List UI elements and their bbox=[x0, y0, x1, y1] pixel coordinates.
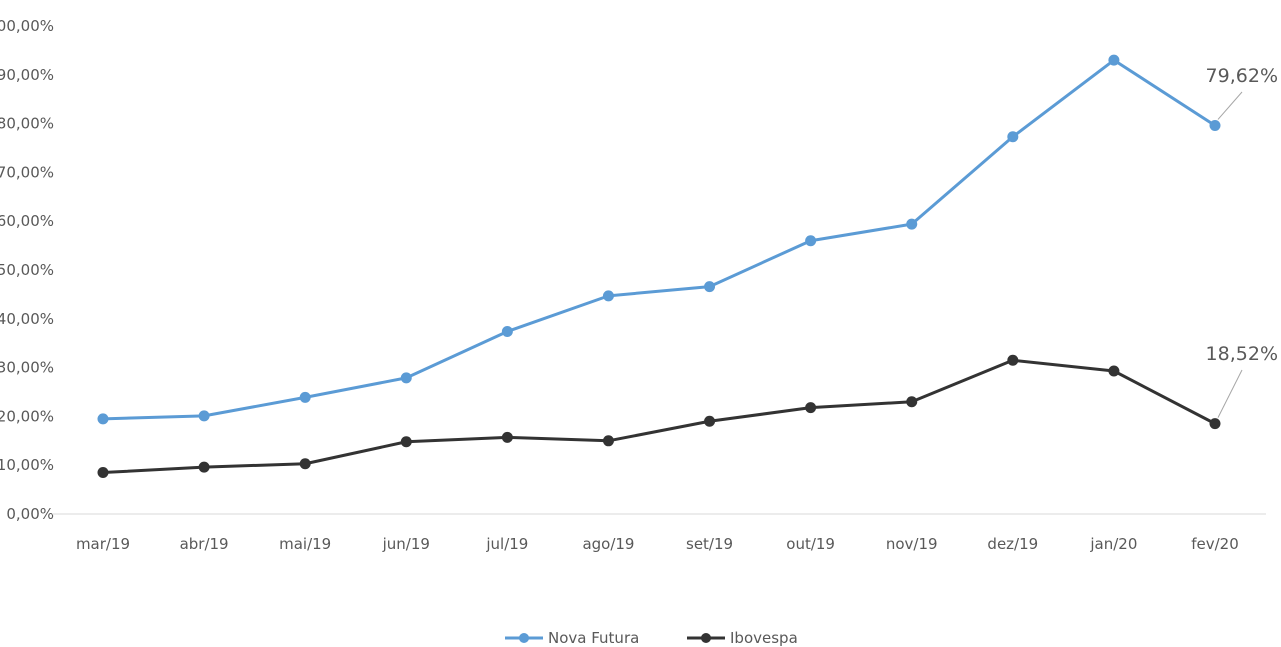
data-label-leader bbox=[1217, 369, 1243, 418]
data-point bbox=[400, 372, 412, 384]
data-point bbox=[1007, 354, 1019, 366]
x-tick-label: fev/20 bbox=[1191, 535, 1239, 553]
y-tick-label: 50,00% bbox=[0, 261, 54, 279]
plot-area: 79,62% 18,52% bbox=[97, 54, 1278, 479]
series-ibovespa: 18,52% bbox=[97, 343, 1278, 479]
data-point bbox=[1108, 365, 1120, 377]
legend[interactable]: Nova Futura Ibovespa bbox=[505, 629, 798, 647]
y-tick-label: 20,00% bbox=[0, 407, 54, 425]
y-tick-label: 0,00% bbox=[6, 505, 54, 523]
data-point bbox=[805, 235, 817, 247]
data-label-leader bbox=[1217, 91, 1243, 120]
series-line bbox=[102, 58, 1216, 421]
x-tick-label: jan/20 bbox=[1089, 535, 1137, 553]
x-tick-label: abr/19 bbox=[180, 535, 229, 553]
data-point bbox=[97, 413, 109, 425]
data-point bbox=[906, 396, 918, 408]
data-point bbox=[400, 436, 412, 448]
x-tick-label: jun/19 bbox=[382, 535, 430, 553]
data-point bbox=[198, 410, 210, 422]
y-tick-label: 90,00% bbox=[0, 66, 54, 84]
legend-label: Ibovespa bbox=[730, 629, 798, 647]
x-tick-label: mar/19 bbox=[76, 535, 130, 553]
data-label: 79,62% bbox=[1206, 65, 1278, 87]
x-axis: mar/19 abr/19 mai/19 jun/19 jul/19 ago/19 set/… bbox=[76, 535, 1239, 553]
data-point bbox=[704, 281, 716, 293]
data-point bbox=[602, 290, 614, 302]
x-tick-label: out/19 bbox=[786, 535, 835, 553]
series-line bbox=[102, 358, 1216, 475]
legend-marker bbox=[701, 633, 711, 643]
data-point bbox=[602, 435, 614, 447]
data-point bbox=[198, 461, 210, 473]
legend-label: Nova Futura bbox=[548, 629, 639, 647]
x-tick-label: nov/19 bbox=[886, 535, 938, 553]
data-point bbox=[501, 325, 513, 337]
x-tick-label: jul/19 bbox=[485, 535, 528, 553]
data-point bbox=[1209, 418, 1221, 430]
legend-item-nova-futura[interactable]: Nova Futura bbox=[505, 629, 639, 647]
y-tick-label: 60,00% bbox=[0, 212, 54, 230]
data-point bbox=[906, 218, 918, 230]
data-point bbox=[97, 467, 109, 479]
legend-marker bbox=[519, 633, 529, 643]
x-tick-label: mai/19 bbox=[279, 535, 331, 553]
series-nova-futura: 79,62% bbox=[97, 54, 1278, 425]
x-tick-label: ago/19 bbox=[582, 535, 634, 553]
y-axis: 0,00% 10,00% 20,00% 30,00% 40,00% 50,00% 60,00… bbox=[0, 17, 54, 523]
data-point bbox=[299, 458, 311, 470]
data-label: 18,52% bbox=[1206, 343, 1278, 365]
y-tick-label: 100,00% bbox=[0, 17, 54, 35]
data-point bbox=[1108, 54, 1120, 66]
y-tick-label: 80,00% bbox=[0, 115, 54, 133]
y-tick-label: 70,00% bbox=[0, 163, 54, 181]
y-tick-label: 30,00% bbox=[0, 359, 54, 377]
data-point bbox=[299, 391, 311, 403]
x-tick-label: dez/19 bbox=[987, 535, 1038, 553]
y-tick-label: 40,00% bbox=[0, 310, 54, 328]
data-point bbox=[805, 402, 817, 414]
x-tick-label: set/19 bbox=[686, 535, 733, 553]
legend-item-ibovespa[interactable]: Ibovespa bbox=[687, 629, 798, 647]
data-point bbox=[1007, 131, 1019, 143]
y-tick-label: 10,00% bbox=[0, 456, 54, 474]
data-point bbox=[501, 431, 513, 443]
data-point bbox=[704, 415, 716, 427]
data-point bbox=[1209, 119, 1221, 131]
